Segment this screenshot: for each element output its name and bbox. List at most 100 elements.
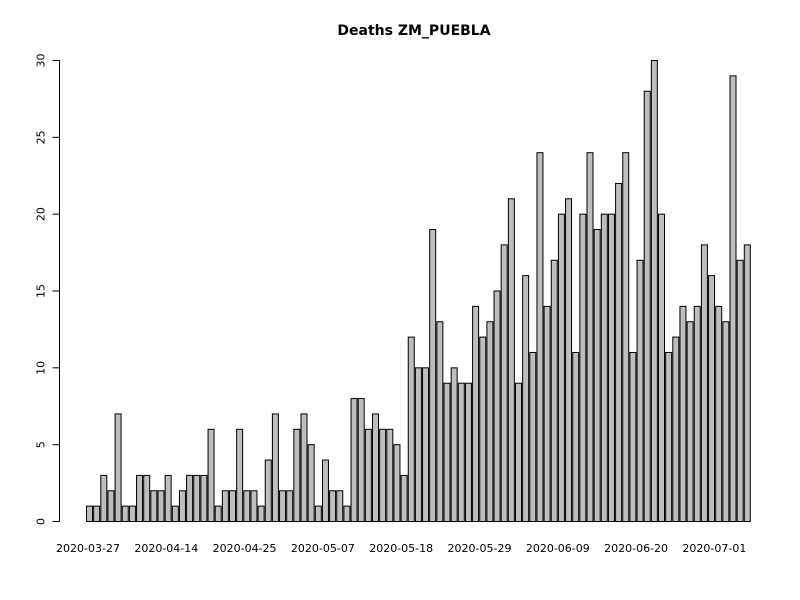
bar <box>386 428 394 522</box>
bar <box>214 505 222 523</box>
x-tick-label: 2020-06-20 <box>604 542 668 555</box>
bar <box>464 382 472 523</box>
x-tick-label: 2020-04-25 <box>213 542 277 555</box>
bar <box>143 474 151 522</box>
bar <box>586 152 594 522</box>
x-tick-label: 2020-03-27 <box>56 542 120 555</box>
bar <box>86 505 93 523</box>
bar <box>743 244 751 522</box>
bar <box>658 213 665 522</box>
bar <box>221 490 229 522</box>
bar <box>279 490 287 522</box>
bar <box>565 198 573 523</box>
bar <box>264 459 272 522</box>
bar <box>493 290 501 522</box>
bar <box>414 367 422 522</box>
bar <box>300 413 308 522</box>
bar <box>164 474 172 522</box>
bar <box>178 490 186 522</box>
bar <box>472 305 480 522</box>
bar <box>650 60 658 522</box>
bar <box>114 413 122 522</box>
bar <box>486 321 494 523</box>
bar <box>457 382 465 523</box>
bar <box>579 213 587 522</box>
bar <box>243 490 251 522</box>
bar <box>350 398 358 523</box>
bar <box>321 459 329 522</box>
x-tick-label: 2020-05-18 <box>369 542 433 555</box>
bar <box>393 444 401 523</box>
bar <box>136 474 144 522</box>
bar <box>500 244 508 522</box>
bar <box>643 90 651 522</box>
bar <box>193 474 201 522</box>
y-tick-label: 30 <box>35 54 48 68</box>
bar <box>236 428 244 522</box>
bar <box>207 428 215 522</box>
bar <box>708 275 716 522</box>
y-tick-label: 15 <box>35 284 48 298</box>
bar <box>736 259 744 522</box>
bar <box>722 321 730 523</box>
bar <box>629 351 637 522</box>
bar <box>543 305 551 522</box>
bar <box>107 490 115 522</box>
bar <box>93 505 101 523</box>
bar <box>271 413 279 522</box>
bar <box>593 229 601 522</box>
bar <box>200 474 208 522</box>
y-tick-label: 25 <box>35 130 48 144</box>
y-tick-label: 0 <box>35 518 48 525</box>
y-tick-label: 5 <box>35 441 48 448</box>
bar <box>121 505 129 523</box>
bar <box>422 367 430 522</box>
bar <box>400 474 408 522</box>
bar <box>286 490 294 522</box>
bar <box>379 428 387 522</box>
bar <box>314 505 322 523</box>
bar <box>607 213 615 522</box>
bar <box>171 505 179 523</box>
x-axis: 2020-03-27 2020-04-14 2020-04-25 2020-05-07… <box>56 542 746 555</box>
bar <box>693 305 701 522</box>
bar <box>329 490 337 522</box>
bar <box>436 321 444 523</box>
y-axis: 0 5 10 15 20 25 30 <box>35 54 60 525</box>
bar <box>100 474 108 522</box>
x-tick-label: 2020-07-01 <box>682 542 746 555</box>
bar <box>665 351 673 522</box>
x-tick-label: 2020-05-07 <box>291 542 355 555</box>
bar <box>307 444 315 523</box>
bars-group <box>86 60 751 523</box>
bar <box>186 474 194 522</box>
bar <box>686 321 694 523</box>
bar <box>364 428 372 522</box>
bar <box>600 213 608 522</box>
x-tick-label: 2020-06-09 <box>526 542 590 555</box>
bar <box>429 229 437 522</box>
bar <box>128 505 136 523</box>
bar <box>529 351 537 522</box>
bar <box>479 336 487 522</box>
bar <box>257 505 265 523</box>
bar <box>622 152 630 522</box>
y-tick-label: 10 <box>35 361 48 375</box>
bar <box>536 152 544 522</box>
bar <box>729 75 737 523</box>
bar <box>150 490 158 522</box>
bar <box>450 367 458 522</box>
bar <box>522 275 530 522</box>
bar <box>679 305 687 522</box>
bar <box>615 182 623 522</box>
bar <box>700 244 708 522</box>
bar <box>229 490 236 522</box>
y-tick-label: 20 <box>35 207 48 221</box>
bar <box>672 336 680 522</box>
bar <box>507 198 515 523</box>
bar <box>157 490 165 522</box>
bar <box>715 305 723 522</box>
chart-title: Deaths ZM_PUEBLA <box>337 23 490 39</box>
bar <box>572 351 580 522</box>
